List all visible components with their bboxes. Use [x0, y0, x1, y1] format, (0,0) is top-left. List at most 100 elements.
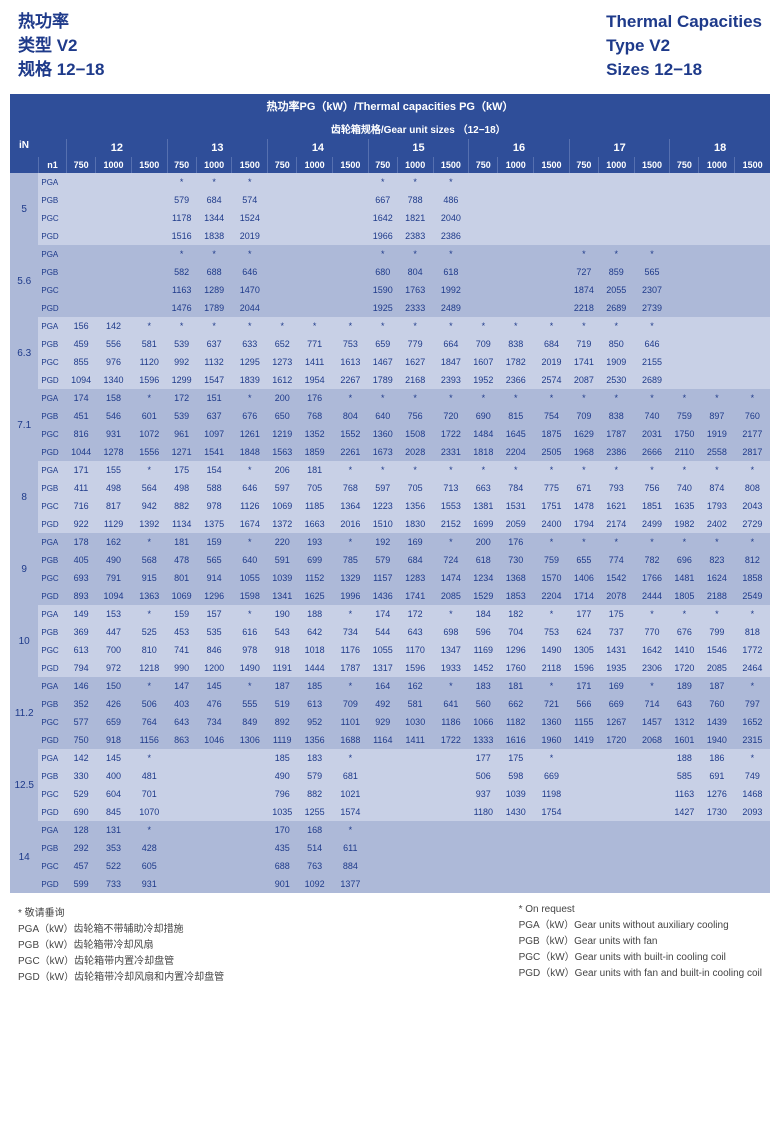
data-cell: * — [598, 317, 634, 335]
data-cell: 529 — [67, 785, 96, 803]
data-cell: 187 — [268, 677, 297, 695]
pg-label: PGD — [38, 299, 66, 317]
data-cell — [397, 785, 433, 803]
data-cell — [368, 839, 397, 857]
data-cell: 874 — [699, 479, 735, 497]
data-cell: 1066 — [469, 713, 498, 731]
data-cell: 1793 — [699, 497, 735, 515]
data-cell — [433, 857, 469, 875]
data-cell: 506 — [469, 767, 498, 785]
data-cell: 490 — [268, 767, 297, 785]
pg-label: PGD — [38, 587, 66, 605]
data-cell: 1645 — [498, 425, 534, 443]
data-cell: 1372 — [268, 515, 297, 533]
data-cell: 1818 — [469, 443, 498, 461]
data-cell: 700 — [96, 641, 132, 659]
data-cell: 2400 — [534, 515, 570, 533]
data-cell: 643 — [397, 623, 433, 641]
data-cell: * — [268, 317, 297, 335]
pg-label: PGA — [38, 821, 66, 839]
data-cell: 1295 — [232, 353, 268, 371]
data-cell: 688 — [196, 263, 232, 281]
data-cell — [67, 191, 96, 209]
data-cell — [232, 857, 268, 875]
data-cell: 426 — [96, 695, 132, 713]
data-cell — [699, 353, 735, 371]
data-cell: 200 — [469, 533, 498, 551]
data-cell: 2386 — [433, 227, 469, 245]
data-cell: 1925 — [368, 299, 397, 317]
data-cell: * — [699, 389, 735, 407]
data-cell: * — [433, 245, 469, 263]
data-cell: 642 — [297, 623, 333, 641]
data-cell: 519 — [268, 695, 297, 713]
data-cell — [670, 353, 699, 371]
data-cell: 753 — [534, 623, 570, 641]
data-cell: * — [699, 533, 735, 551]
data-cell: 1411 — [297, 353, 333, 371]
data-cell: 2315 — [735, 731, 770, 749]
data-cell — [670, 191, 699, 209]
data-cell: * — [397, 245, 433, 263]
data-cell: * — [333, 389, 369, 407]
data-cell — [699, 857, 735, 875]
data-cell: 145 — [96, 749, 132, 767]
data-cell — [297, 281, 333, 299]
data-cell: 1126 — [232, 497, 268, 515]
data-cell — [196, 749, 232, 767]
data-cell: 1120 — [131, 353, 167, 371]
data-cell — [131, 209, 167, 227]
data-cell: * — [534, 461, 570, 479]
data-cell: 633 — [232, 335, 268, 353]
data-cell: 1312 — [670, 713, 699, 731]
speed-header: 750 — [67, 157, 96, 173]
data-cell — [569, 875, 598, 893]
data-cell — [498, 281, 534, 299]
data-cell: 451 — [67, 407, 96, 425]
data-cell: 564 — [131, 479, 167, 497]
data-cell — [670, 317, 699, 335]
data-cell: 684 — [397, 551, 433, 569]
data-cell — [634, 821, 670, 839]
data-cell: 131 — [96, 821, 132, 839]
pg-label: PGD — [38, 875, 66, 893]
ratio-cell: 5.6 — [10, 245, 38, 317]
data-cell: * — [131, 821, 167, 839]
data-cell: 1722 — [433, 731, 469, 749]
data-cell: 1360 — [368, 425, 397, 443]
data-cell: 1484 — [469, 425, 498, 443]
data-cell: 1347 — [433, 641, 469, 659]
data-cell — [297, 299, 333, 317]
data-cell: 1789 — [368, 371, 397, 389]
data-cell — [268, 173, 297, 191]
speed-header: 1500 — [131, 157, 167, 173]
data-cell: * — [433, 605, 469, 623]
data-cell: 1352 — [297, 425, 333, 443]
data-cell: 535 — [196, 623, 232, 641]
data-cell: 2110 — [670, 443, 699, 461]
data-cell: * — [333, 605, 369, 623]
data-cell: * — [433, 317, 469, 335]
data-cell: 546 — [96, 407, 132, 425]
data-cell: 719 — [569, 335, 598, 353]
data-cell: 704 — [498, 623, 534, 641]
data-cell: 884 — [333, 857, 369, 875]
size-header: 12 — [67, 139, 168, 157]
data-cell: * — [534, 317, 570, 335]
data-cell: 818 — [735, 623, 770, 641]
speed-header: 1000 — [498, 157, 534, 173]
data-cell: * — [232, 317, 268, 335]
data-cell: 174 — [368, 605, 397, 623]
data-cell: 206 — [268, 461, 297, 479]
data-cell: 972 — [96, 659, 132, 677]
pg-label: PGC — [38, 857, 66, 875]
data-cell: 1364 — [333, 497, 369, 515]
table-container: 热功率PG（kW）/Thermal capacities PG（kW）iN齿轮箱… — [10, 94, 770, 893]
data-cell: 1035 — [268, 803, 297, 821]
data-cell — [368, 875, 397, 893]
data-cell: * — [167, 245, 196, 263]
data-cell: 1787 — [598, 425, 634, 443]
data-cell: 457 — [67, 857, 96, 875]
data-cell: 1276 — [699, 785, 735, 803]
data-cell: 142 — [67, 749, 96, 767]
